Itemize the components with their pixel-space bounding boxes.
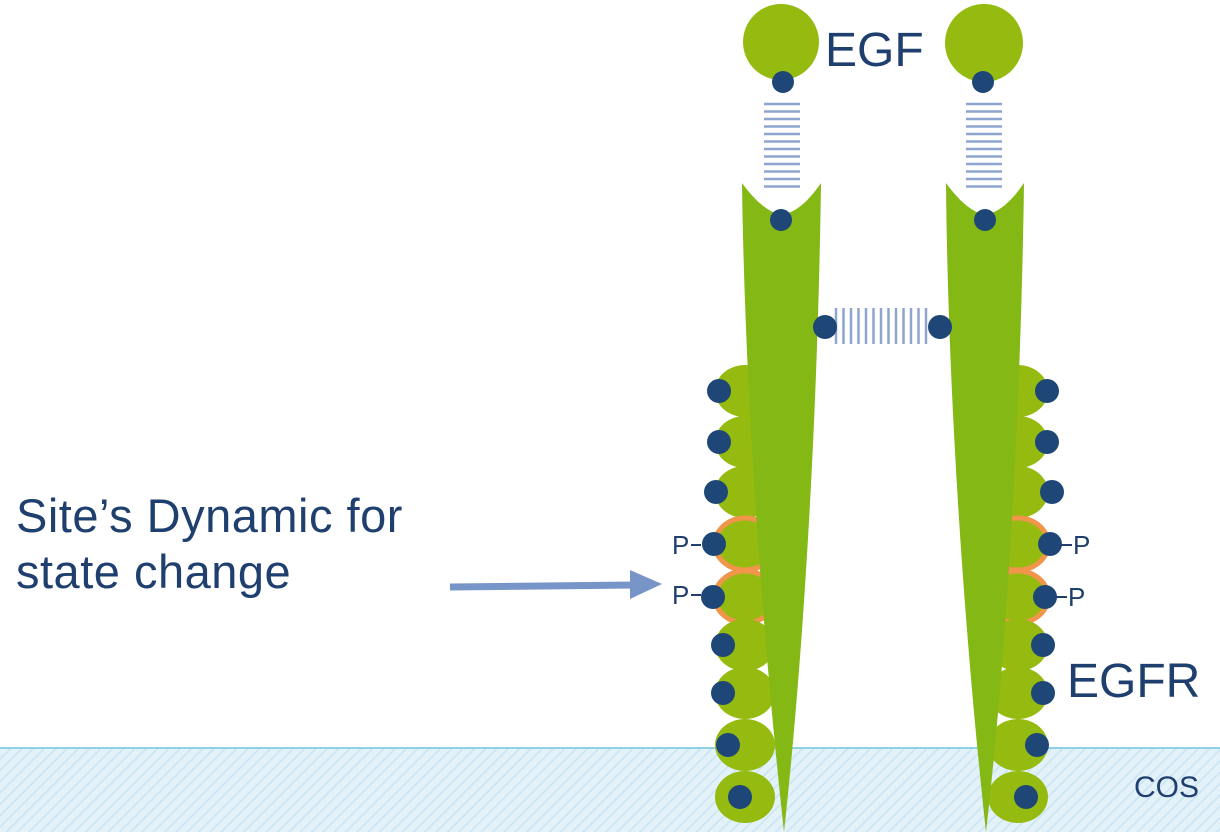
arrow-head [630,570,662,599]
phospho-site-node [701,585,725,609]
left-egf-ligand [743,4,819,80]
phospho-label-right-1: P [1073,530,1090,560]
left-ligand-bond [764,104,800,187]
site-node [716,733,740,757]
site-label-line-1: Site’s Dynamic for [16,488,403,544]
site-node [1035,379,1059,403]
cos-label: COS [1134,771,1199,804]
phospho-label-left-1: P [672,530,689,560]
site-node [711,681,735,705]
site-node [1031,681,1055,705]
site-arrow [450,570,662,599]
site-dynamic-label: Site’s Dynamic for state change [16,488,403,600]
site-node [707,379,731,403]
phospho-site-node [1033,585,1057,609]
arrow-shaft [450,585,634,587]
left-receptor-top-node [770,209,792,231]
site-label-line-2: state change [16,544,403,600]
dimer-right-node [928,315,952,339]
site-node [1040,480,1064,504]
phospho-site-node [702,532,726,556]
phospho-label-left-2: P [672,580,689,610]
dimer-bond [836,308,926,344]
egf-label: EGF [825,24,924,77]
site-node [1031,633,1055,657]
site-node [728,785,752,809]
phospho-site-node [1038,532,1062,556]
right-receptor-top-node [974,209,996,231]
right-egf-ligand [945,4,1023,82]
site-node [711,633,735,657]
right-ligand-node [972,71,994,93]
site-node [707,430,731,454]
left-ligand-node [772,71,794,93]
egfr-label: EGFR [1067,655,1200,708]
right-ligand-bond [966,104,1002,187]
site-node [704,480,728,504]
dimer-left-node [813,315,837,339]
site-node [1035,430,1059,454]
site-node [1025,733,1049,757]
phospho-label-right-2: P [1068,582,1085,612]
site-node [1014,785,1038,809]
